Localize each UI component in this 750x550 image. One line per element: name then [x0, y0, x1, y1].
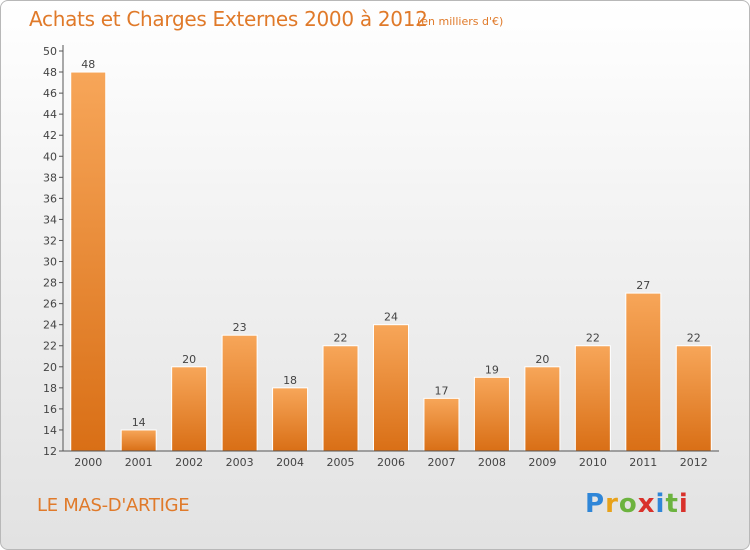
- y-tick-label-38: 38: [43, 171, 57, 184]
- y-tick-label-50: 50: [43, 45, 57, 58]
- x-tick-label-2012: 2012: [680, 456, 708, 469]
- y-tick-label-12: 12: [43, 445, 57, 458]
- y-tick-label-26: 26: [43, 298, 57, 311]
- bar-2005: [322, 345, 359, 452]
- x-tick-label-2005: 2005: [327, 456, 355, 469]
- data-label-2002: 20: [182, 353, 196, 366]
- x-tick-label-2003: 2003: [226, 456, 254, 469]
- bar-2001: [120, 429, 157, 452]
- y-tick-label-36: 36: [43, 192, 57, 205]
- bar-2009: [524, 366, 561, 452]
- bar-2008: [473, 376, 510, 452]
- proxiti-logo[interactable]: Proxiti: [585, 489, 689, 519]
- x-tick-label-2011: 2011: [629, 456, 657, 469]
- data-label-2007: 17: [434, 384, 448, 397]
- y-tick-label-40: 40: [43, 150, 57, 163]
- bar-2006: [373, 324, 409, 452]
- y-tick-label-44: 44: [43, 108, 57, 121]
- y-tick-label-42: 42: [43, 129, 57, 142]
- bar-2000: [70, 71, 107, 452]
- data-label-2008: 19: [485, 363, 499, 376]
- x-tick-label-2002: 2002: [175, 456, 203, 469]
- data-label-2011: 27: [636, 279, 650, 292]
- bar-2010: [574, 345, 611, 452]
- bar-2003: [221, 334, 258, 452]
- data-label-2005: 22: [334, 332, 348, 345]
- x-tick-label-2007: 2007: [427, 456, 455, 469]
- y-tick-label-46: 46: [43, 87, 57, 100]
- data-label-2006: 24: [384, 311, 398, 324]
- bar-2002: [171, 366, 208, 452]
- chart-subtitle: (en milliers d'€): [417, 15, 504, 28]
- y-tick-label-14: 14: [43, 424, 57, 437]
- y-tick-label-32: 32: [43, 234, 57, 247]
- y-tick-label-18: 18: [43, 382, 57, 395]
- y-tick-label-30: 30: [43, 256, 57, 269]
- x-tick-label-2006: 2006: [377, 456, 405, 469]
- y-tick-label-20: 20: [43, 361, 57, 374]
- x-tick-label-2008: 2008: [478, 456, 506, 469]
- bar-2007: [423, 397, 460, 452]
- y-tick-label-48: 48: [43, 66, 57, 79]
- bar-2004: [272, 387, 309, 452]
- data-label-2000: 48: [81, 58, 95, 71]
- x-tick-label-2001: 2001: [125, 456, 153, 469]
- y-tick-label-28: 28: [43, 277, 57, 290]
- data-label-2001: 14: [132, 416, 146, 429]
- data-label-2012: 22: [687, 332, 701, 345]
- x-tick-label-2000: 2000: [74, 456, 102, 469]
- data-label-2004: 18: [283, 374, 297, 387]
- x-tick-label-2004: 2004: [276, 456, 304, 469]
- bar-2011: [625, 292, 662, 452]
- bar-2012: [675, 345, 712, 452]
- y-tick-label-22: 22: [43, 340, 57, 353]
- data-label-2010: 22: [586, 332, 600, 345]
- y-tick-label-34: 34: [43, 213, 57, 226]
- x-tick-label-2009: 2009: [528, 456, 556, 469]
- data-label-2003: 23: [233, 321, 247, 334]
- chart-title: Achats et Charges Externes 2000 à 2012: [29, 7, 428, 31]
- y-tick-label-24: 24: [43, 319, 57, 332]
- x-tick-label-2010: 2010: [579, 456, 607, 469]
- data-label-2009: 20: [535, 353, 549, 366]
- y-tick-label-16: 16: [43, 403, 57, 416]
- town-name: LE MAS-D'ARTIGE: [37, 495, 190, 516]
